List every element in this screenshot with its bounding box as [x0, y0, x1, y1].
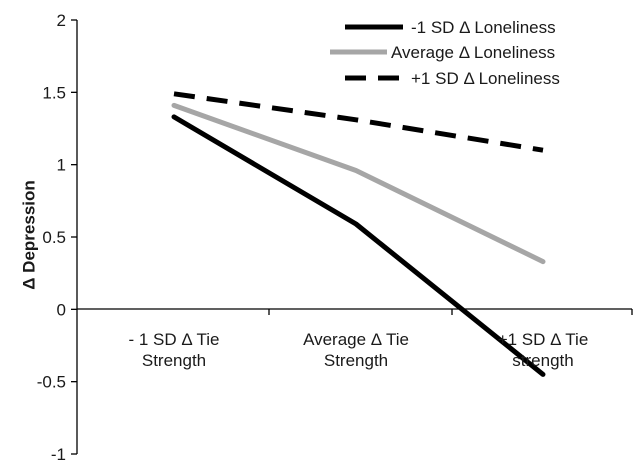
legend-label-2: Average Δ Loneliness — [391, 43, 555, 62]
x-ticks — [268, 309, 633, 315]
y-tick-label: -1 — [51, 445, 66, 464]
y-tick-label: -0.5 — [37, 373, 66, 392]
x-tick-labels: - 1 SD Δ Tie Strength Average Δ Tie Strengt… — [128, 330, 588, 370]
x-tick-label: - 1 SD Δ Tie Strength — [128, 330, 219, 370]
y-ticks: 2 1.5 1 0.5 0 -0.5 -1 — [37, 11, 77, 464]
y-tick-label: 1.5 — [42, 83, 66, 102]
x-tick-label: Average Δ Tie Strength — [303, 330, 409, 370]
y-tick-label: 0.5 — [42, 228, 66, 247]
legend-label-3: +1 SD Δ Loneliness — [411, 69, 560, 88]
series-lines — [171, 91, 546, 377]
series-line-2 — [171, 102, 546, 265]
y-axis-label: Δ Depression — [19, 180, 38, 290]
series-line-1 — [171, 114, 546, 377]
legend: -1 SD Δ Loneliness Average Δ Loneliness +1… — [330, 18, 560, 88]
y-tick-label: 0 — [57, 300, 66, 319]
legend-label-1: -1 SD Δ Loneliness — [411, 18, 556, 37]
x-tick-label: +1 SD Δ Tie strength — [498, 330, 589, 370]
y-tick-label: 2 — [57, 11, 66, 30]
y-tick-label: 1 — [57, 156, 66, 175]
series-line-3 — [173, 91, 544, 153]
